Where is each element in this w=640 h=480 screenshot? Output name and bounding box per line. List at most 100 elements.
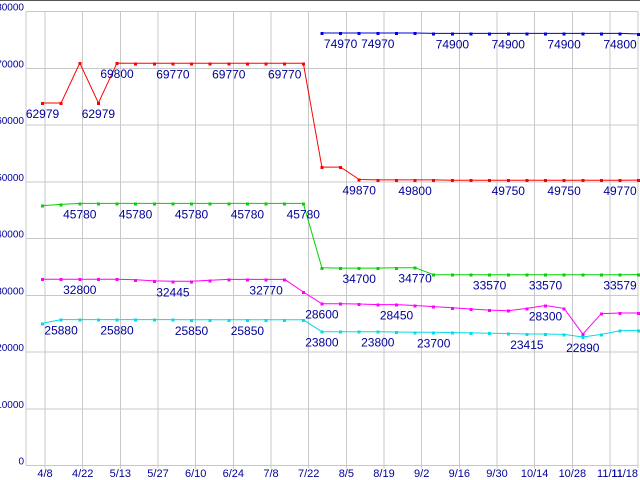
series-green-marker (245, 202, 249, 206)
point-label-red: 69800 (100, 67, 134, 81)
series-red-marker (190, 62, 193, 66)
series-green-marker (413, 266, 417, 270)
point-label-cyan: 23700 (417, 336, 451, 350)
series-cyan-marker (599, 333, 603, 337)
series-magenta-marker (525, 307, 529, 311)
series-red-marker (450, 179, 454, 183)
point-label-green: 45780 (231, 207, 265, 221)
series-magenta-marker (227, 278, 231, 282)
series-green-marker (432, 273, 436, 277)
point-label-blue: 74970 (361, 37, 395, 51)
point-label-red: 49870 (343, 184, 377, 198)
series-red-marker (581, 179, 585, 183)
y-tick-label: 80000 (0, 3, 24, 14)
y-tick-label: 10000 (0, 400, 24, 411)
point-label-green: 34700 (343, 272, 377, 286)
x-tick-label: 6/24 (223, 468, 244, 480)
series-green-marker (96, 202, 100, 206)
point-label-magenta: 28600 (305, 308, 339, 322)
series-green-marker (115, 202, 119, 206)
series-magenta-marker (264, 278, 268, 282)
series-red-marker (96, 102, 100, 105)
series-cyan-marker (637, 329, 640, 333)
series-magenta-marker (115, 278, 119, 282)
series-cyan-marker (245, 318, 249, 322)
series-cyan-marker (171, 318, 175, 322)
point-label-cyan: 25880 (100, 324, 134, 338)
x-tick-label: 4/22 (72, 468, 93, 480)
series-red-marker (506, 179, 510, 183)
series-red-marker (618, 179, 622, 183)
point-label-magenta: 32800 (63, 283, 97, 297)
series-green-marker (450, 273, 454, 277)
point-label-red: 49750 (492, 184, 526, 198)
series-green-marker (283, 202, 287, 206)
series-red-marker (395, 178, 398, 182)
point-label-green: 45780 (175, 207, 209, 221)
series-red-marker (78, 62, 82, 66)
series-blue-marker (599, 32, 603, 36)
series-green-marker (357, 267, 361, 271)
series-magenta-marker (357, 303, 361, 306)
series-green-marker (190, 202, 193, 206)
series-green-marker (339, 267, 343, 271)
x-tick-label: 4/8 (37, 468, 52, 480)
series-red-marker (413, 178, 417, 182)
x-tick-label: 9/30 (486, 468, 507, 480)
point-label-green: 34770 (398, 272, 432, 286)
point-label-red: 49770 (603, 184, 637, 198)
point-label-magenta: 28450 (380, 309, 414, 323)
x-tick-label: 10/28 (559, 468, 587, 480)
point-label-cyan: 23800 (305, 336, 339, 350)
series-red-marker (134, 62, 138, 66)
series-cyan-marker (41, 322, 44, 326)
series-cyan-marker (488, 332, 492, 336)
series-green-marker (618, 273, 622, 277)
series-blue-marker (432, 32, 436, 36)
point-label-magenta: 32770 (249, 283, 283, 297)
point-label-red: 69770 (268, 67, 302, 81)
series-cyan-marker (525, 333, 529, 336)
series-magenta-marker (283, 278, 287, 282)
series-blue-marker (562, 32, 566, 36)
point-label-blue: 74800 (603, 37, 637, 51)
series-cyan-marker (413, 331, 417, 335)
series-green-marker (376, 267, 380, 271)
y-tick-label: 0 (18, 457, 24, 468)
series-cyan-marker (432, 331, 436, 335)
series-blue-marker (618, 32, 622, 36)
series-blue-marker (357, 32, 361, 35)
series-red-marker (171, 62, 175, 66)
point-label-blue: 74900 (547, 37, 581, 51)
y-tick-label: 50000 (0, 173, 24, 184)
series-green-marker (525, 273, 529, 277)
point-label-magenta: 28300 (529, 310, 563, 324)
x-tick-label: 5/27 (147, 468, 168, 480)
series-blue-marker (488, 32, 492, 36)
series-red-marker (283, 62, 287, 66)
point-label-red: 49750 (547, 184, 581, 198)
series-lines (41, 32, 640, 339)
series-magenta-marker (599, 312, 603, 316)
series-red-marker (339, 166, 343, 170)
series-red-marker (208, 62, 212, 66)
series-green-marker (469, 273, 473, 277)
series-blue-marker (376, 32, 380, 35)
point-label-cyan: 22890 (566, 341, 600, 355)
point-label-red: 49800 (398, 184, 432, 198)
point-label-blue: 74900 (436, 37, 470, 51)
x-tick-label: 7/22 (298, 468, 319, 480)
series-red-marker (152, 62, 156, 66)
grid-lines (25, 11, 639, 469)
point-label-green: 45780 (63, 207, 97, 221)
series-green-marker (301, 202, 305, 206)
x-tick-label: 9/2 (414, 468, 429, 480)
y-tick-label: 60000 (0, 116, 24, 127)
series-red-marker (357, 178, 361, 182)
series-green-marker (227, 202, 231, 206)
point-label-green: 33579 (603, 279, 637, 293)
series-magenta-marker (134, 278, 138, 282)
series-cyan-marker (190, 318, 193, 322)
point-label-cyan: 25850 (175, 324, 209, 338)
series-red-marker (301, 62, 305, 66)
